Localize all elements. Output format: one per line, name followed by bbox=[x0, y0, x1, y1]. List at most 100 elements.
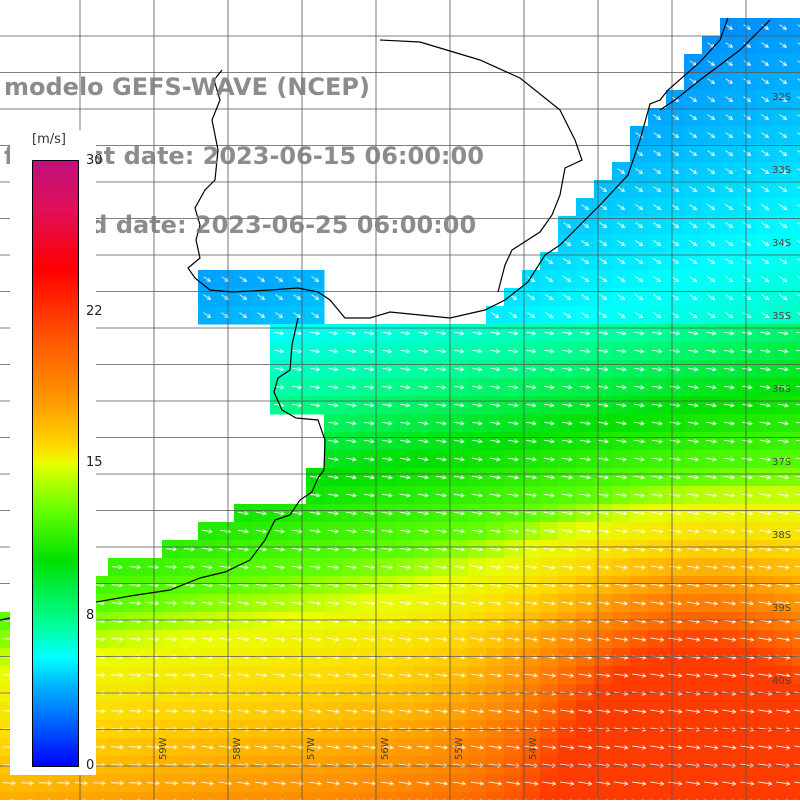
wind-cell bbox=[324, 792, 343, 800]
wind-cell bbox=[792, 468, 800, 487]
wind-cell bbox=[792, 576, 800, 595]
latitude-label: 35S bbox=[772, 311, 791, 322]
wind-cell bbox=[792, 702, 800, 721]
wind-cell bbox=[288, 792, 307, 800]
wind-cell bbox=[774, 792, 793, 800]
wind-cell bbox=[450, 792, 469, 800]
longitude-label: 55W bbox=[454, 737, 465, 760]
wind-cell bbox=[270, 792, 289, 800]
longitude-label: 56W bbox=[380, 737, 391, 760]
wind-cell bbox=[792, 738, 800, 757]
wind-cell bbox=[720, 792, 739, 800]
wind-cell bbox=[792, 198, 800, 217]
wind-cell bbox=[72, 792, 91, 800]
wind-cell bbox=[108, 792, 127, 800]
wind-cell bbox=[792, 54, 800, 73]
wind-cell bbox=[702, 792, 721, 800]
wind-cell bbox=[594, 792, 613, 800]
wind-cell bbox=[792, 126, 800, 145]
wind-cell bbox=[378, 792, 397, 800]
wind-cell bbox=[252, 792, 271, 800]
wind-cell bbox=[792, 450, 800, 469]
wind-cell bbox=[792, 144, 800, 163]
wind-cell bbox=[486, 792, 505, 800]
wind-cell bbox=[792, 648, 800, 667]
wind-cell bbox=[558, 792, 577, 800]
wind-cell bbox=[792, 522, 800, 541]
wind-cell bbox=[198, 792, 217, 800]
wind-cell bbox=[630, 792, 649, 800]
wind-cell bbox=[738, 792, 757, 800]
latitude-label: 40S bbox=[772, 676, 791, 687]
wind-cell bbox=[576, 792, 595, 800]
latitude-label: 38S bbox=[772, 530, 791, 541]
wind-cell bbox=[792, 504, 800, 523]
wind-cell bbox=[540, 792, 559, 800]
colorbar-tick: 22 bbox=[86, 304, 103, 319]
latitude-label: 34S bbox=[772, 238, 791, 249]
wind-cell bbox=[792, 324, 800, 343]
colorbar-tick: 30 bbox=[86, 153, 103, 168]
wind-cell bbox=[612, 792, 631, 800]
longitude-label: 54W bbox=[528, 737, 539, 760]
wind-cell bbox=[792, 234, 800, 253]
wind-cell bbox=[216, 792, 235, 800]
wind-cell bbox=[792, 486, 800, 505]
longitude-label: 59W bbox=[158, 737, 169, 760]
wind-cell bbox=[792, 360, 800, 379]
wind-cell bbox=[792, 630, 800, 649]
wind-cell bbox=[522, 792, 541, 800]
colorbar-tick: 15 bbox=[86, 455, 103, 470]
wind-cell bbox=[306, 792, 325, 800]
wind-cell bbox=[414, 792, 433, 800]
wind-cell bbox=[792, 540, 800, 559]
wind-cell bbox=[0, 792, 19, 800]
wind-cell bbox=[792, 378, 800, 397]
wind-cell bbox=[792, 162, 800, 181]
wind-cell bbox=[504, 792, 523, 800]
wind-cell bbox=[792, 72, 800, 91]
wind-cell bbox=[792, 558, 800, 577]
latitude-label: 39S bbox=[772, 603, 791, 614]
wind-cell bbox=[396, 792, 415, 800]
latitude-label: 32S bbox=[772, 92, 791, 103]
longitude-label: 58W bbox=[232, 737, 243, 760]
wind-cell bbox=[792, 288, 800, 307]
wind-cell bbox=[144, 792, 163, 800]
wind-cell bbox=[792, 774, 800, 793]
wind-cell bbox=[162, 792, 181, 800]
colorbar-gradient bbox=[32, 160, 79, 767]
wind-cell bbox=[792, 594, 800, 613]
colorbar-legend: [m/s] 30 22 15 8 0 bbox=[10, 130, 96, 775]
colorbar-tick: 0 bbox=[86, 758, 94, 773]
wind-cell bbox=[36, 792, 55, 800]
wind-cell bbox=[684, 792, 703, 800]
wind-cell bbox=[792, 18, 800, 37]
wind-cell bbox=[792, 414, 800, 433]
wind-cell bbox=[792, 342, 800, 361]
wind-cell bbox=[792, 612, 800, 631]
wind-cell bbox=[792, 90, 800, 109]
latitude-label: 37S bbox=[772, 457, 791, 468]
wind-cell bbox=[342, 792, 361, 800]
model-title: modelo GEFS-WAVE (NCEP) bbox=[4, 76, 604, 99]
colorbar-unit: [m/s] bbox=[32, 132, 66, 147]
wind-cell bbox=[792, 396, 800, 415]
wind-cell bbox=[792, 756, 800, 775]
wind-cell bbox=[180, 792, 199, 800]
colorbar-tick: 8 bbox=[86, 608, 94, 623]
wind-cell bbox=[792, 306, 800, 325]
longitude-label: 57W bbox=[306, 737, 317, 760]
wind-cell bbox=[792, 666, 800, 685]
wind-cell bbox=[756, 792, 775, 800]
wind-cell bbox=[18, 792, 37, 800]
wind-cell bbox=[468, 792, 487, 800]
wind-cell bbox=[792, 270, 800, 289]
wind-cell bbox=[792, 792, 800, 800]
wind-cell bbox=[792, 36, 800, 55]
wind-cell bbox=[792, 108, 800, 127]
wind-cell bbox=[666, 792, 685, 800]
wind-cell bbox=[90, 792, 109, 800]
wind-cell bbox=[792, 432, 800, 451]
wind-cell bbox=[234, 792, 253, 800]
